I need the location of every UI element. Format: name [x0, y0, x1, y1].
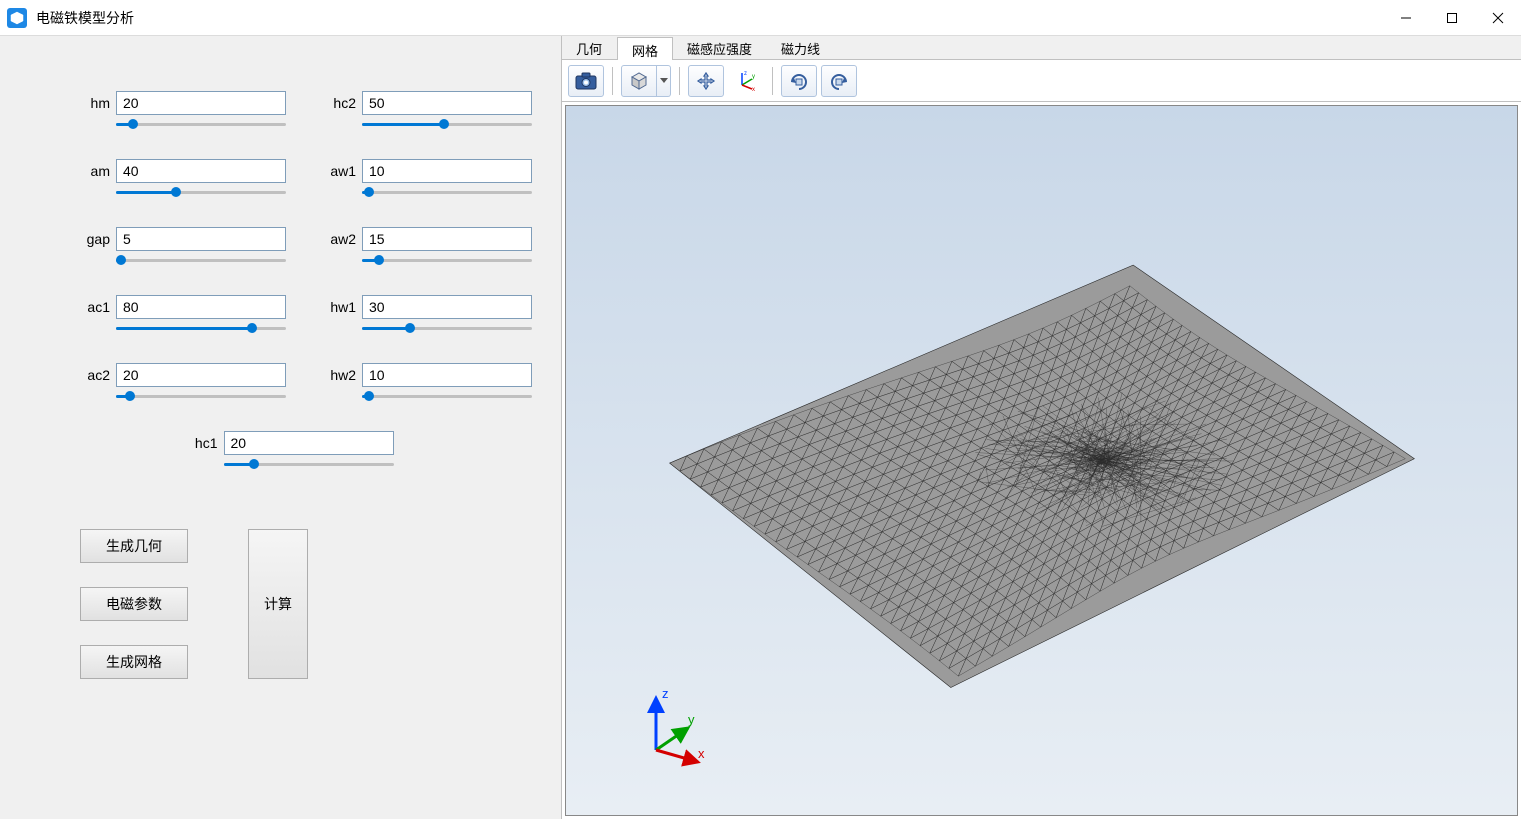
tab-1[interactable]: 网格: [617, 37, 673, 60]
generate-geometry-button[interactable]: 生成几何: [80, 529, 188, 563]
param-label-ac2: ac2: [80, 367, 110, 383]
svg-text:z: z: [744, 71, 747, 77]
window-controls: [1383, 0, 1521, 36]
svg-text:y: y: [688, 712, 695, 727]
window-titlebar: 电磁铁模型分析: [0, 0, 1521, 36]
param-label-hw1: hw1: [326, 299, 356, 315]
param-am: am: [80, 159, 286, 197]
param-label-am: am: [80, 163, 110, 179]
em-params-button[interactable]: 电磁参数: [80, 587, 188, 621]
param-slider-gap[interactable]: [116, 255, 286, 265]
param-input-hw1[interactable]: [362, 295, 532, 319]
param-hm: hm: [80, 91, 286, 129]
param-input-aw1[interactable]: [362, 159, 532, 183]
param-hw2: hw2: [326, 363, 532, 401]
axis-orientation-button[interactable]: z y x: [728, 65, 764, 97]
param-hc1: hc1: [188, 431, 394, 469]
param-label-ac1: ac1: [80, 299, 110, 315]
param-label-hc1: hc1: [188, 435, 218, 451]
svg-text:z: z: [662, 686, 669, 701]
param-slider-aw2[interactable]: [362, 255, 532, 265]
param-slider-hw2[interactable]: [362, 391, 532, 401]
screenshot-button[interactable]: [568, 65, 604, 97]
param-aw1: aw1: [326, 159, 532, 197]
param-label-hw2: hw2: [326, 367, 356, 383]
tab-0[interactable]: 几何: [562, 36, 617, 59]
param-slider-hw1[interactable]: [362, 323, 532, 333]
svg-text:y: y: [752, 74, 755, 80]
param-input-hc1[interactable]: [224, 431, 394, 455]
param-input-ac1[interactable]: [116, 295, 286, 319]
visualization-panel: 几何网格磁感应强度磁力线 z y x: [562, 36, 1521, 819]
param-ac1: ac1: [80, 295, 286, 333]
param-input-hc2[interactable]: [362, 91, 532, 115]
rotate-ccw-button[interactable]: [821, 65, 857, 97]
param-slider-hc2[interactable]: [362, 119, 532, 129]
param-input-ac2[interactable]: [116, 363, 286, 387]
view-tabs: 几何网格磁感应强度磁力线: [562, 36, 1521, 60]
param-slider-ac2[interactable]: [116, 391, 286, 401]
param-label-gap: gap: [80, 231, 110, 247]
param-label-aw2: aw2: [326, 231, 356, 247]
svg-text:x: x: [752, 87, 755, 93]
param-input-aw2[interactable]: [362, 227, 532, 251]
param-slider-hc1[interactable]: [224, 459, 394, 469]
tab-2[interactable]: 磁感应强度: [673, 36, 767, 59]
app-icon: [6, 7, 28, 29]
pan-button[interactable]: [688, 65, 724, 97]
param-ac2: ac2: [80, 363, 286, 401]
view-toolbar: z y x: [562, 60, 1521, 102]
parameter-panel: hm am gap ac1 ac2 hc2 aw1 aw2 hw1 hw2 hc1 生成几何 电…: [0, 36, 562, 819]
minimize-button[interactable]: [1383, 0, 1429, 36]
param-input-hm[interactable]: [116, 91, 286, 115]
param-input-hw2[interactable]: [362, 363, 532, 387]
param-slider-aw1[interactable]: [362, 187, 532, 197]
param-slider-am[interactable]: [116, 187, 286, 197]
rotate-cw-button[interactable]: [781, 65, 817, 97]
axis-triad: z y x: [636, 680, 726, 775]
svg-text:x: x: [698, 746, 705, 761]
param-slider-ac1[interactable]: [116, 323, 286, 333]
param-label-hm: hm: [80, 95, 110, 111]
maximize-button[interactable]: [1429, 0, 1475, 36]
param-hw1: hw1: [326, 295, 532, 333]
calculate-button[interactable]: 计算: [248, 529, 308, 679]
tab-3[interactable]: 磁力线: [767, 36, 835, 59]
view-cube-dropdown[interactable]: [621, 65, 671, 97]
param-input-gap[interactable]: [116, 227, 286, 251]
param-label-aw1: aw1: [326, 163, 356, 179]
param-slider-hm[interactable]: [116, 119, 286, 129]
param-hc2: hc2: [326, 91, 532, 129]
window-title: 电磁铁模型分析: [36, 8, 134, 28]
generate-mesh-button[interactable]: 生成网格: [80, 645, 188, 679]
param-label-hc2: hc2: [326, 95, 356, 111]
param-gap: gap: [80, 227, 286, 265]
close-button[interactable]: [1475, 0, 1521, 36]
param-aw2: aw2: [326, 227, 532, 265]
param-input-am[interactable]: [116, 159, 286, 183]
action-buttons: 生成几何 电磁参数 生成网格 计算: [80, 529, 501, 679]
mesh-viewport[interactable]: z y x: [565, 105, 1518, 816]
